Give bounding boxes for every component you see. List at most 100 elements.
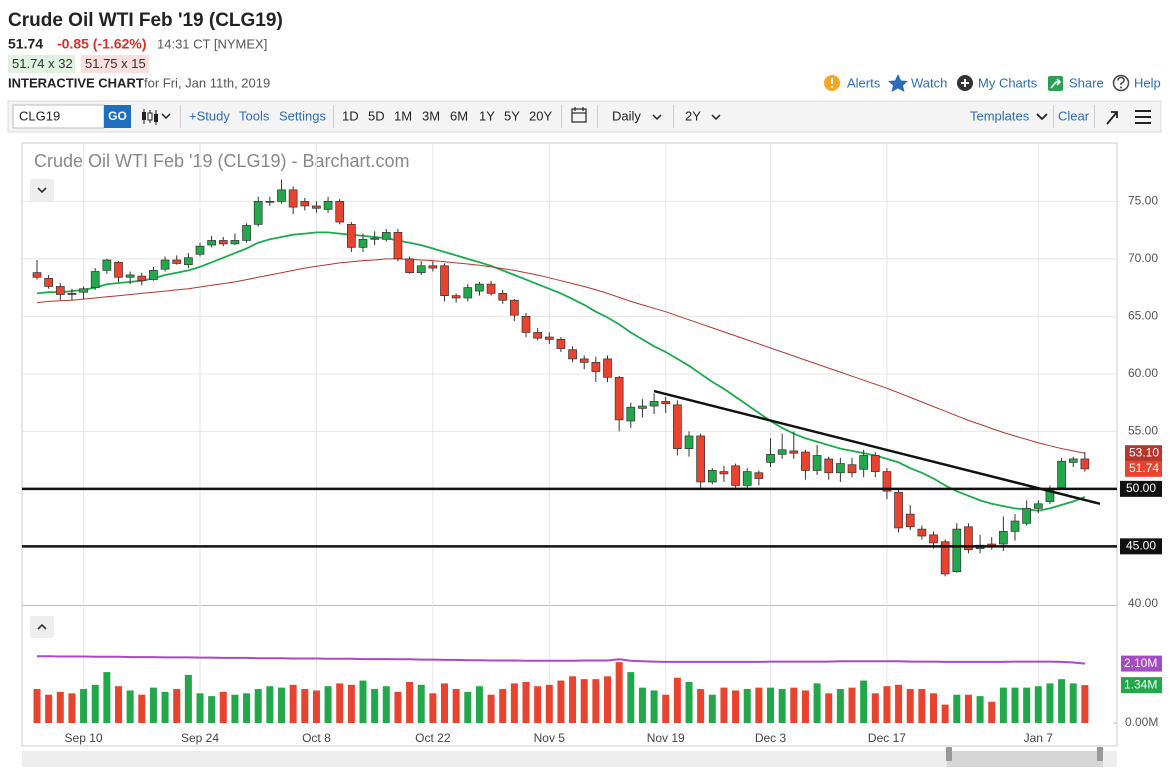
volume-bar — [580, 679, 588, 723]
level-label-box — [1120, 480, 1162, 497]
volume-bar — [452, 689, 460, 723]
collapse-button[interactable] — [30, 179, 54, 201]
price-label-box — [1125, 445, 1162, 462]
candle-body — [591, 362, 601, 372]
volume-bar — [219, 691, 227, 723]
range-button[interactable]: 5Y — [504, 108, 520, 123]
volume-bar — [1058, 679, 1066, 723]
link-share[interactable]: Share — [1069, 75, 1104, 90]
scroll-handle[interactable] — [1097, 747, 1103, 761]
watch-icon[interactable] — [888, 74, 908, 92]
range-button[interactable]: 1Y — [479, 108, 495, 123]
scrollbar-track[interactable] — [22, 751, 1117, 767]
candle-body — [638, 405, 647, 409]
candle-body — [230, 240, 240, 245]
candle-body — [149, 270, 158, 280]
ask-box — [81, 55, 149, 73]
volume-bar — [149, 687, 157, 723]
x-tick-label: Dec 3 — [755, 731, 787, 745]
candle-body — [218, 240, 228, 245]
templates-button[interactable]: Templates — [970, 108, 1030, 123]
link-mycharts[interactable]: My Charts — [978, 75, 1038, 90]
candle-body — [1033, 503, 1043, 509]
candle-body — [544, 336, 554, 340]
candle-body — [440, 265, 449, 296]
x-tick-label: Sep 24 — [181, 731, 219, 745]
volume-bar — [312, 690, 320, 723]
volume-bar — [627, 672, 635, 723]
symbol[interactable]: CLG19 — [19, 108, 60, 123]
candle-body — [207, 240, 216, 246]
candle-body — [405, 258, 414, 274]
volume-bar — [382, 686, 390, 723]
calendar-icon[interactable] — [571, 107, 587, 123]
candle-icon-body — [142, 112, 146, 120]
candle-icon-body — [147, 112, 153, 121]
volume-bar — [336, 683, 344, 723]
separator — [1094, 105, 1095, 128]
volume-label-box — [1121, 677, 1162, 694]
volume-bar — [953, 694, 961, 723]
study-button[interactable]: +Study — [189, 108, 230, 123]
range-button[interactable]: 6M — [450, 108, 468, 123]
x-tick-label: Nov 5 — [534, 731, 566, 745]
interval-select[interactable]: Daily — [612, 108, 641, 123]
range-button[interactable]: 5D — [368, 108, 385, 123]
y-tick-label: 60.00 — [1128, 366, 1158, 380]
volume-bar — [592, 679, 600, 723]
chart-type-icon[interactable] — [142, 109, 171, 125]
candle-body — [731, 465, 740, 486]
go-button[interactable] — [104, 105, 131, 128]
tools-button[interactable]: Tools — [239, 108, 270, 123]
candle-icon-body — [154, 114, 158, 122]
scrollbar-thumb[interactable] — [947, 751, 1103, 767]
go-label[interactable]: GO — [108, 109, 127, 123]
volume-bar — [80, 689, 88, 723]
scroll-handle[interactable] — [946, 747, 952, 761]
volume-bar — [196, 693, 204, 723]
volume-bar — [231, 694, 239, 723]
candle-body — [999, 531, 1008, 545]
link-alerts[interactable]: Alerts — [847, 75, 881, 90]
range-button[interactable]: 20Y — [529, 108, 552, 123]
settings-button[interactable]: Settings — [279, 108, 326, 123]
candle-body — [416, 265, 426, 274]
help-icon[interactable] — [1112, 74, 1130, 92]
volume-bar — [790, 687, 798, 723]
volume-bar — [720, 687, 728, 723]
ask: 51.75 x 15 — [85, 56, 146, 71]
chart-label: INTERACTIVE CHART — [8, 75, 144, 90]
candle-body — [498, 293, 508, 301]
candle-body — [486, 283, 496, 294]
expand-icon[interactable] — [1106, 111, 1118, 125]
clear-button[interactable]: Clear — [1058, 108, 1090, 123]
volume-bar — [767, 687, 775, 723]
level-label-box — [1120, 538, 1162, 555]
range-button[interactable]: 1M — [394, 108, 412, 123]
chevron — [37, 187, 47, 194]
volume-bar — [697, 689, 705, 723]
separator — [1053, 105, 1054, 128]
link-watch[interactable]: Watch — [911, 75, 947, 90]
chevron — [711, 114, 721, 121]
volume-bar — [569, 676, 577, 723]
collapse-button[interactable] — [30, 616, 54, 638]
bid: 51.74 x 32 — [12, 56, 73, 71]
volume-bar — [138, 694, 146, 723]
link-help[interactable]: Help — [1134, 75, 1161, 90]
candle-body — [1022, 508, 1032, 524]
period-select[interactable]: 2Y — [685, 108, 701, 123]
range-button[interactable]: 3M — [422, 108, 440, 123]
y-tick-label: 75.00 — [1128, 194, 1158, 208]
calendar-lines — [572, 107, 586, 114]
volume-bar — [301, 689, 309, 723]
volume-bar — [359, 680, 367, 723]
candle-body — [603, 358, 612, 378]
volume-bar — [33, 689, 41, 723]
range-button[interactable]: 1D — [342, 108, 359, 123]
menu-icon[interactable] — [1135, 110, 1151, 124]
volume-bar — [103, 672, 111, 723]
candle-body — [463, 287, 473, 299]
candle-body — [766, 454, 775, 463]
quote-time: 14:31 CT [NYMEX] — [157, 36, 267, 51]
